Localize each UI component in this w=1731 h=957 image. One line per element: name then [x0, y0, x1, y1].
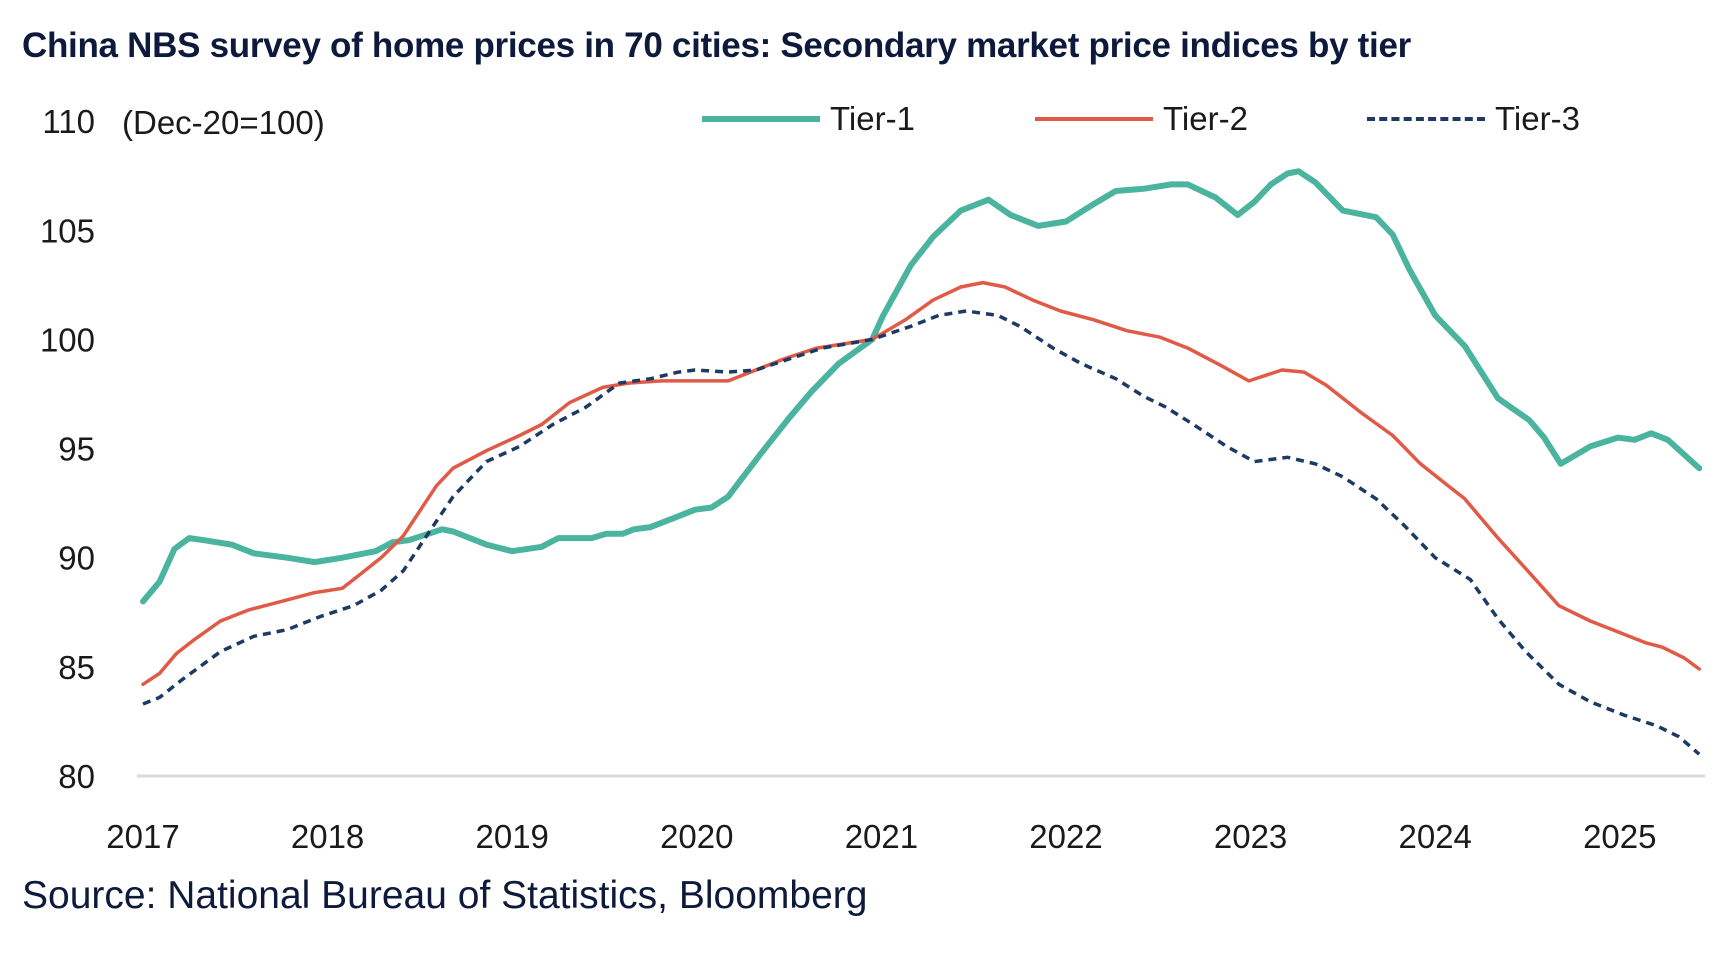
x-tick-label: 2019 — [475, 818, 548, 855]
series-line-tier-2 — [141, 280, 1701, 687]
legend-item-tier-1: Tier-1 — [702, 100, 915, 138]
y-tick-label: 95 — [58, 431, 95, 468]
x-tick-label: 2023 — [1214, 818, 1287, 855]
source-note: Source: National Bureau of Statistics, B… — [22, 874, 868, 917]
series-line-tier-1 — [140, 168, 1703, 605]
y-tick-label: 110 — [42, 103, 95, 140]
x-tick-label: 2020 — [660, 818, 733, 855]
y-tick-label: 80 — [58, 758, 95, 795]
x-tick-label: 2024 — [1398, 818, 1471, 855]
x-tick-label: 2017 — [106, 818, 179, 855]
x-tick-label: 2021 — [845, 818, 918, 855]
x-tick-label: 2025 — [1583, 818, 1656, 855]
y-axis-unit-label: (Dec-20=100) — [122, 104, 325, 141]
legend-item-tier-3: Tier-3 — [1367, 100, 1580, 138]
y-tick-label: 105 — [40, 212, 95, 249]
legend-swatch-tier-2 — [1035, 117, 1153, 121]
x-tick-label: 2018 — [291, 818, 364, 855]
legend-label: Tier-3 — [1495, 100, 1580, 137]
chart-title: China NBS survey of home prices in 70 ci… — [22, 26, 1411, 65]
series-line-tier-3 — [142, 309, 1701, 756]
y-tick-label: 100 — [40, 321, 95, 358]
legend-swatch-tier-1 — [702, 116, 820, 122]
y-tick-label: 90 — [58, 540, 95, 577]
legend-label: Tier-2 — [1163, 100, 1248, 137]
legend-label: Tier-1 — [830, 100, 915, 137]
legend-swatch-tier-3 — [1367, 117, 1485, 121]
y-tick-label: 85 — [58, 649, 95, 686]
legend-item-tier-2: Tier-2 — [1035, 100, 1248, 138]
x-tick-label: 2022 — [1029, 818, 1102, 855]
